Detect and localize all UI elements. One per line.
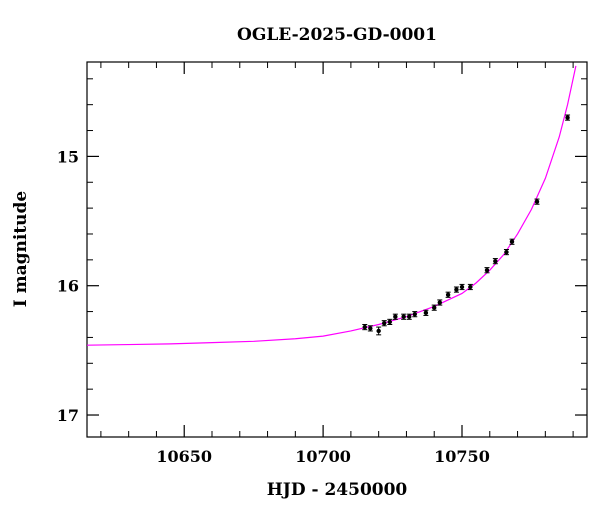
data-point (376, 326, 382, 336)
data-point (431, 304, 437, 311)
data-point (437, 299, 443, 306)
minor-ticks (87, 62, 587, 437)
chart-title: OGLE-2025-GD-0001 (237, 25, 437, 45)
data-point (387, 318, 393, 325)
data-point-marker (362, 324, 367, 330)
data-point-marker (401, 314, 406, 319)
data-point (453, 286, 459, 293)
x-tick-label: 10750 (434, 447, 490, 466)
data-point-marker (493, 258, 498, 264)
data-point-marker (445, 292, 451, 297)
y-axis-label: I magnitude (11, 191, 31, 308)
data-point (459, 283, 465, 291)
y-tick-label: 15 (57, 147, 79, 166)
data-point (445, 291, 451, 298)
model-curve (86, 65, 577, 346)
data-point (392, 313, 398, 320)
data-point (467, 283, 473, 291)
data-point-marker (534, 199, 540, 204)
data-point-marker (454, 287, 459, 292)
data-point-marker (504, 249, 509, 255)
data-point-marker (423, 310, 429, 316)
data-point-marker (368, 326, 373, 331)
data-point-marker (565, 115, 570, 120)
x-tick-label: 10700 (295, 447, 351, 466)
data-point (492, 258, 498, 265)
data-point-marker (387, 319, 392, 325)
plot-frame (86, 61, 588, 438)
data-point-marker (407, 314, 412, 319)
x-tick-label: 10650 (156, 447, 212, 466)
model-layer (86, 65, 577, 346)
data-point-marker (382, 321, 387, 326)
data-point (534, 198, 540, 205)
data-point (484, 267, 490, 274)
plot-border (86, 61, 588, 438)
x-axis-label: HJD - 2450000 (267, 480, 408, 500)
data-point-marker (432, 305, 437, 310)
y-tick-label: 17 (57, 406, 79, 425)
data-point (503, 249, 509, 256)
data-point (362, 324, 368, 331)
data-point (423, 309, 429, 316)
data-point (367, 325, 373, 332)
data-point (565, 114, 571, 121)
data-point (381, 320, 387, 327)
data-point (406, 313, 412, 320)
data-point-marker (376, 328, 381, 334)
data-points-layer (362, 114, 571, 336)
data-point (509, 238, 515, 245)
data-point (412, 311, 418, 318)
data-point-marker (468, 284, 473, 290)
y-tick-label: 16 (57, 277, 79, 296)
data-point-marker (459, 284, 465, 290)
major-ticks (87, 62, 587, 437)
y-tick-labels: 15 16 17 (57, 147, 79, 425)
data-point-marker (412, 311, 417, 317)
data-point-marker (509, 239, 515, 244)
data-point-marker (393, 314, 398, 319)
x-tick-labels: 10650 10700 10750 (156, 447, 489, 466)
data-point-marker (437, 300, 442, 305)
data-point (401, 313, 407, 320)
data-point-marker (484, 267, 490, 273)
